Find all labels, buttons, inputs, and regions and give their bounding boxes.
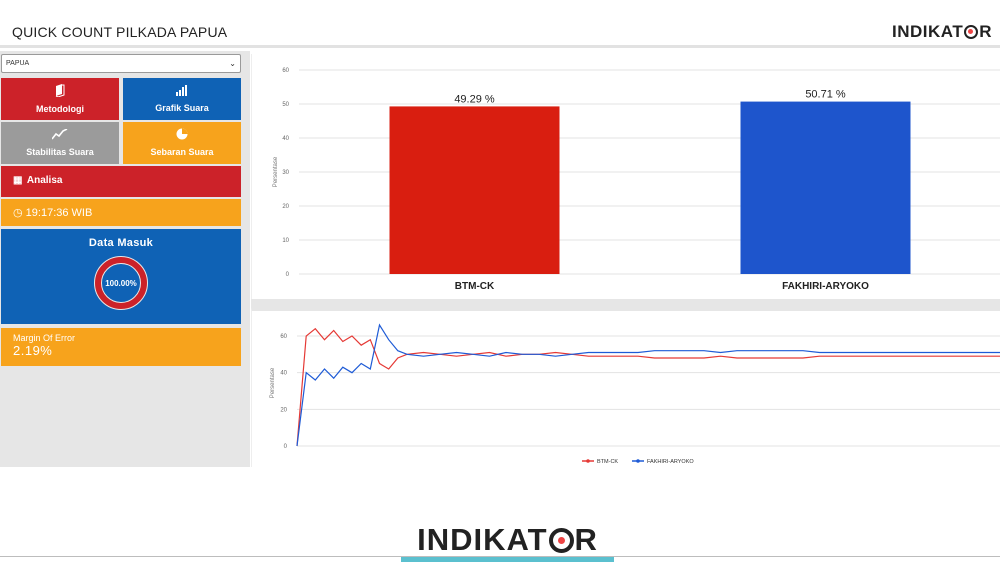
- analisa-button[interactable]: ▦ Analisa: [1, 166, 241, 197]
- brand-text-end: R: [979, 22, 992, 41]
- panel-divider: [251, 299, 1000, 308]
- bar-x-tick-label: BTM-CK: [455, 281, 495, 292]
- footer-brand-end: R: [574, 522, 598, 557]
- grafik-suara-button[interactable]: Grafik Suara: [123, 78, 241, 120]
- brand-logo[interactable]: INDIKAT R: [892, 22, 992, 42]
- bar-data-label: 50.71 %: [805, 89, 846, 101]
- line-y-axis-label: Persentase: [270, 367, 276, 398]
- data-masuk-title: Data Masuk: [88, 237, 154, 249]
- data-masuk-donut-fill: [95, 257, 147, 309]
- data-masuk-panel: Data Masuk 100.00%: [1, 229, 241, 324]
- bar-chart: 0 10 20 30 40 50 60 Persentase 49.29 % BTM-CK 50.7…: [273, 68, 1000, 292]
- stabilitas-suara-button[interactable]: Stabilitas Suara: [1, 122, 119, 164]
- bar-y-tick-label: 30: [282, 170, 289, 176]
- footer-accent-bar: [401, 557, 614, 562]
- legend-label: FAKHIRI-ARYOKO: [647, 459, 694, 465]
- bar-y-tick-label: 0: [286, 272, 290, 278]
- bar-x-tick-label: FAKHIRI-ARYOKO: [782, 281, 869, 292]
- legend-marker: [586, 459, 590, 463]
- legend-marker: [636, 459, 640, 463]
- clock-panel: ◷ 19:17:36 WIB: [1, 199, 241, 226]
- metodologi-label: Metodologi: [36, 104, 84, 114]
- bar-btm-ck: [389, 106, 560, 274]
- line-chart-icon: [1, 128, 119, 144]
- margin-of-error-panel: Margin Of Error 2.19%: [1, 328, 241, 366]
- moe-label: Margin Of Error: [13, 333, 76, 343]
- clock-icon: ◷: [13, 207, 23, 219]
- line-y-tick-label: 60: [280, 334, 287, 340]
- sebaran-suara-button[interactable]: Sebaran Suara: [123, 122, 241, 164]
- page-title: QUICK COUNT PILKADA PAPUA: [12, 24, 228, 40]
- book-icon: [1, 84, 119, 101]
- stabilitas-suara-label: Stabilitas Suara: [26, 147, 94, 157]
- bar-y-axis-label: Persentase: [273, 156, 279, 187]
- line-chart: 0 20 40 60 Persentase BTM-CK FAKHIRI-ARYOKO: [270, 323, 1000, 465]
- bar-chart-icon: [123, 84, 241, 100]
- pie-chart-icon: [123, 128, 241, 144]
- bar-chart-panel: 0 10 20 30 40 50 60 Persentase 49.29 % BTM-CK 50.7…: [251, 54, 1000, 299]
- line-y-tick-label: 40: [280, 371, 287, 377]
- footer-divider: [0, 556, 1000, 557]
- bar-y-tick-label: 40: [282, 136, 289, 142]
- chevron-down-icon: ⌄: [229, 59, 236, 68]
- moe-value: 2.19%: [13, 343, 53, 358]
- line-y-tick-label: 0: [284, 444, 288, 450]
- data-masuk-percent: 100.00%: [105, 279, 137, 288]
- series-line-btm-ck: [296, 327, 1000, 447]
- brand-text-start: INDIKAT: [892, 22, 964, 41]
- region-select[interactable]: PAPUA ⌄: [1, 54, 241, 73]
- region-select-value: PAPUA: [6, 60, 30, 67]
- top-header: QUICK COUNT PILKADA PAPUA INDIKAT R: [0, 0, 1000, 48]
- series-line-fakhiri-aryoko: [296, 323, 1000, 447]
- analysis-icon: ▦: [13, 175, 23, 186]
- bar-y-tick-label: 50: [282, 102, 289, 108]
- data-masuk-donut: [94, 256, 148, 310]
- line-chart-panel: 0 20 40 60 Persentase BTM-CK FAKHIRI-ARYOKO: [251, 308, 1000, 467]
- bar-y-tick-label: 60: [282, 68, 289, 74]
- bar-y-tick-label: 20: [282, 204, 289, 210]
- sebaran-suara-label: Sebaran Suara: [150, 147, 214, 157]
- footer-logo-o-icon: [548, 528, 574, 553]
- sidebar: PAPUA ⌄ Metodologi Grafik Suara Stabilit…: [0, 51, 250, 467]
- metodologi-button[interactable]: Metodologi: [1, 78, 119, 120]
- clock-time: 19:17:36 WIB: [25, 207, 93, 219]
- analisa-label: Analisa: [26, 175, 63, 186]
- bar-y-tick-label: 10: [282, 238, 289, 244]
- legend-label: BTM-CK: [597, 459, 618, 465]
- bar-fakhiri-aryoko: [740, 101, 911, 274]
- footer-brand-start: INDIKAT: [417, 522, 548, 557]
- footer-brand-logo: INDIKAT R: [401, 522, 614, 558]
- grafik-suara-label: Grafik Suara: [155, 103, 209, 113]
- line-y-tick-label: 20: [280, 407, 287, 413]
- bar-data-label: 49.29 %: [454, 93, 495, 105]
- logo-o-icon: [964, 25, 979, 39]
